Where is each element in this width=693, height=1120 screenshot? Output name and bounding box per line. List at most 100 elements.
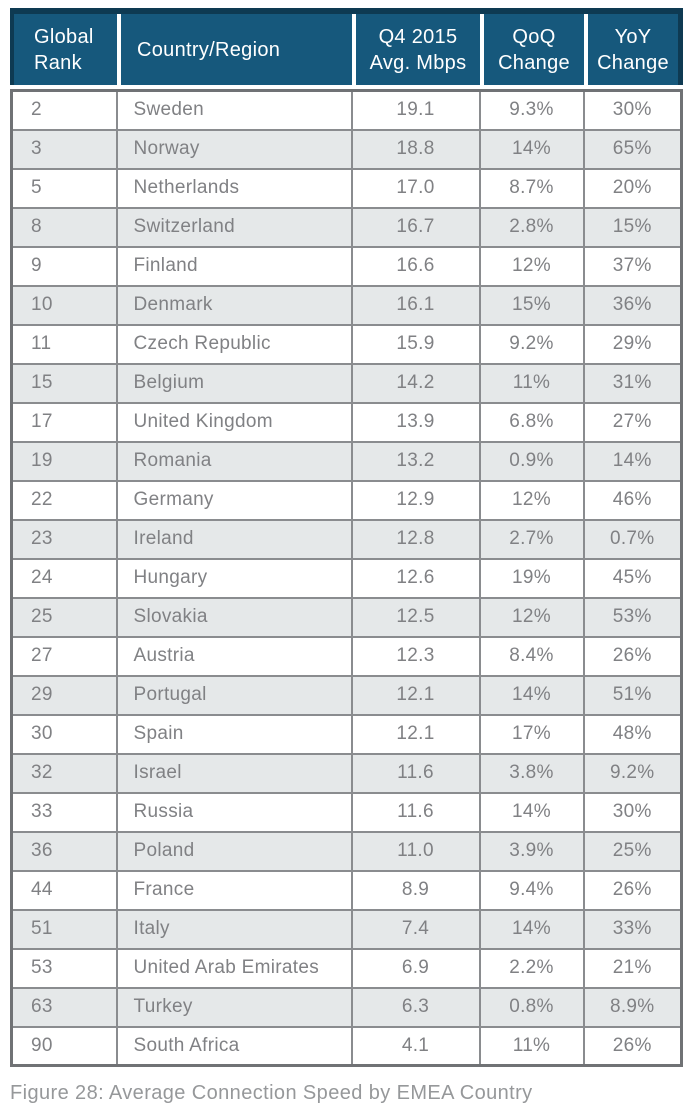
cell-country-region: South Africa [115,1025,353,1067]
cell-avg-mbps: 12.3 [350,635,481,677]
cell-country-region: Italy [115,908,353,950]
cell-yoy-change: 48% [582,713,683,755]
cell-country-region: Israel [115,752,353,794]
cell-qoq-change: 14% [478,674,585,716]
cell-country-region: Sweden [115,89,353,131]
cell-qoq-change: 12% [478,245,585,287]
cell-qoq-change: 9.4% [478,869,585,911]
cell-qoq-change: 14% [478,791,585,833]
cell-global-rank: 30 [10,713,118,755]
cell-avg-mbps: 7.4 [350,908,481,950]
cell-yoy-change: 37% [582,245,683,287]
table-row: 53 United Arab Emirates 6.9 2.2% 21% [10,947,683,989]
cell-qoq-change: 3.9% [478,830,585,872]
cell-yoy-change: 30% [582,791,683,833]
cell-yoy-change: 27% [582,401,683,443]
table-row: 29 Portugal 12.1 14% 51% [10,674,683,716]
cell-yoy-change: 26% [582,635,683,677]
data-table: 2 Sweden 19.1 9.3% 30% 3 Norway 18.8 14%… [10,89,683,1067]
cell-global-rank: 63 [10,986,118,1028]
cell-avg-mbps: 12.8 [350,518,481,560]
cell-avg-mbps: 6.3 [350,986,481,1028]
cell-yoy-change: 46% [582,479,683,521]
table-row: 22 Germany 12.9 12% 46% [10,479,683,521]
cell-global-rank: 36 [10,830,118,872]
cell-global-rank: 5 [10,167,118,209]
cell-country-region: Ireland [115,518,353,560]
table-header-row: Global Rank Country/Region Q4 2015 Avg. … [10,8,683,85]
cell-avg-mbps: 11.6 [350,791,481,833]
cell-qoq-change: 12% [478,479,585,521]
cell-qoq-change: 15% [478,284,585,326]
cell-yoy-change: 21% [582,947,683,989]
cell-yoy-change: 51% [582,674,683,716]
table-row: 32 Israel 11.6 3.8% 9.2% [10,752,683,794]
cell-global-rank: 53 [10,947,118,989]
cell-global-rank: 22 [10,479,118,521]
cell-qoq-change: 2.7% [478,518,585,560]
cell-country-region: Turkey [115,986,353,1028]
cell-avg-mbps: 18.8 [350,128,481,170]
table-row: 5 Netherlands 17.0 8.7% 20% [10,167,683,209]
cell-qoq-change: 12% [478,596,585,638]
cell-global-rank: 11 [10,323,118,365]
cell-qoq-change: 9.2% [478,323,585,365]
column-header-qoq-change: QoQ Change [480,14,584,85]
table-row: 10 Denmark 16.1 15% 36% [10,284,683,326]
cell-qoq-change: 14% [478,908,585,950]
cell-global-rank: 23 [10,518,118,560]
table-row: 9 Finland 16.6 12% 37% [10,245,683,287]
table-row: 24 Hungary 12.6 19% 45% [10,557,683,599]
column-header-yoy-change: YoY Change [584,14,678,85]
cell-qoq-change: 2.2% [478,947,585,989]
cell-qoq-change: 0.9% [478,440,585,482]
cell-qoq-change: 0.8% [478,986,585,1028]
cell-country-region: Denmark [115,284,353,326]
cell-country-region: Germany [115,479,353,521]
cell-global-rank: 15 [10,362,118,404]
cell-yoy-change: 8.9% [582,986,683,1028]
cell-avg-mbps: 19.1 [350,89,481,131]
column-header-q4-2015-avg-mbps: Q4 2015 Avg. Mbps [352,14,480,85]
cell-avg-mbps: 8.9 [350,869,481,911]
table-row: 15 Belgium 14.2 11% 31% [10,362,683,404]
cell-global-rank: 2 [10,89,118,131]
cell-yoy-change: 20% [582,167,683,209]
table-row: 2 Sweden 19.1 9.3% 30% [10,89,683,131]
cell-qoq-change: 3.8% [478,752,585,794]
cell-qoq-change: 14% [478,128,585,170]
cell-qoq-change: 11% [478,1025,585,1067]
cell-country-region: Switzerland [115,206,353,248]
cell-avg-mbps: 4.1 [350,1025,481,1067]
cell-country-region: United Arab Emirates [115,947,353,989]
cell-global-rank: 29 [10,674,118,716]
cell-yoy-change: 53% [582,596,683,638]
column-header-country-region: Country/Region [117,14,352,85]
cell-global-rank: 27 [10,635,118,677]
cell-yoy-change: 26% [582,869,683,911]
cell-global-rank: 8 [10,206,118,248]
cell-avg-mbps: 14.2 [350,362,481,404]
cell-global-rank: 32 [10,752,118,794]
cell-avg-mbps: 12.6 [350,557,481,599]
cell-avg-mbps: 12.9 [350,479,481,521]
cell-country-region: Spain [115,713,353,755]
cell-qoq-change: 17% [478,713,585,755]
cell-qoq-change: 2.8% [478,206,585,248]
cell-country-region: Netherlands [115,167,353,209]
cell-yoy-change: 31% [582,362,683,404]
column-header-global-rank: Global Rank [14,14,117,85]
cell-yoy-change: 33% [582,908,683,950]
cell-country-region: Russia [115,791,353,833]
cell-country-region: Slovakia [115,596,353,638]
cell-global-rank: 90 [10,1025,118,1067]
table-row: 51 Italy 7.4 14% 33% [10,908,683,950]
cell-qoq-change: 6.8% [478,401,585,443]
figure-caption: Figure 28: Average Connection Speed by E… [10,1082,533,1104]
cell-country-region: Czech Republic [115,323,353,365]
cell-qoq-change: 19% [478,557,585,599]
cell-yoy-change: 30% [582,89,683,131]
cell-global-rank: 9 [10,245,118,287]
table-row: 3 Norway 18.8 14% 65% [10,128,683,170]
